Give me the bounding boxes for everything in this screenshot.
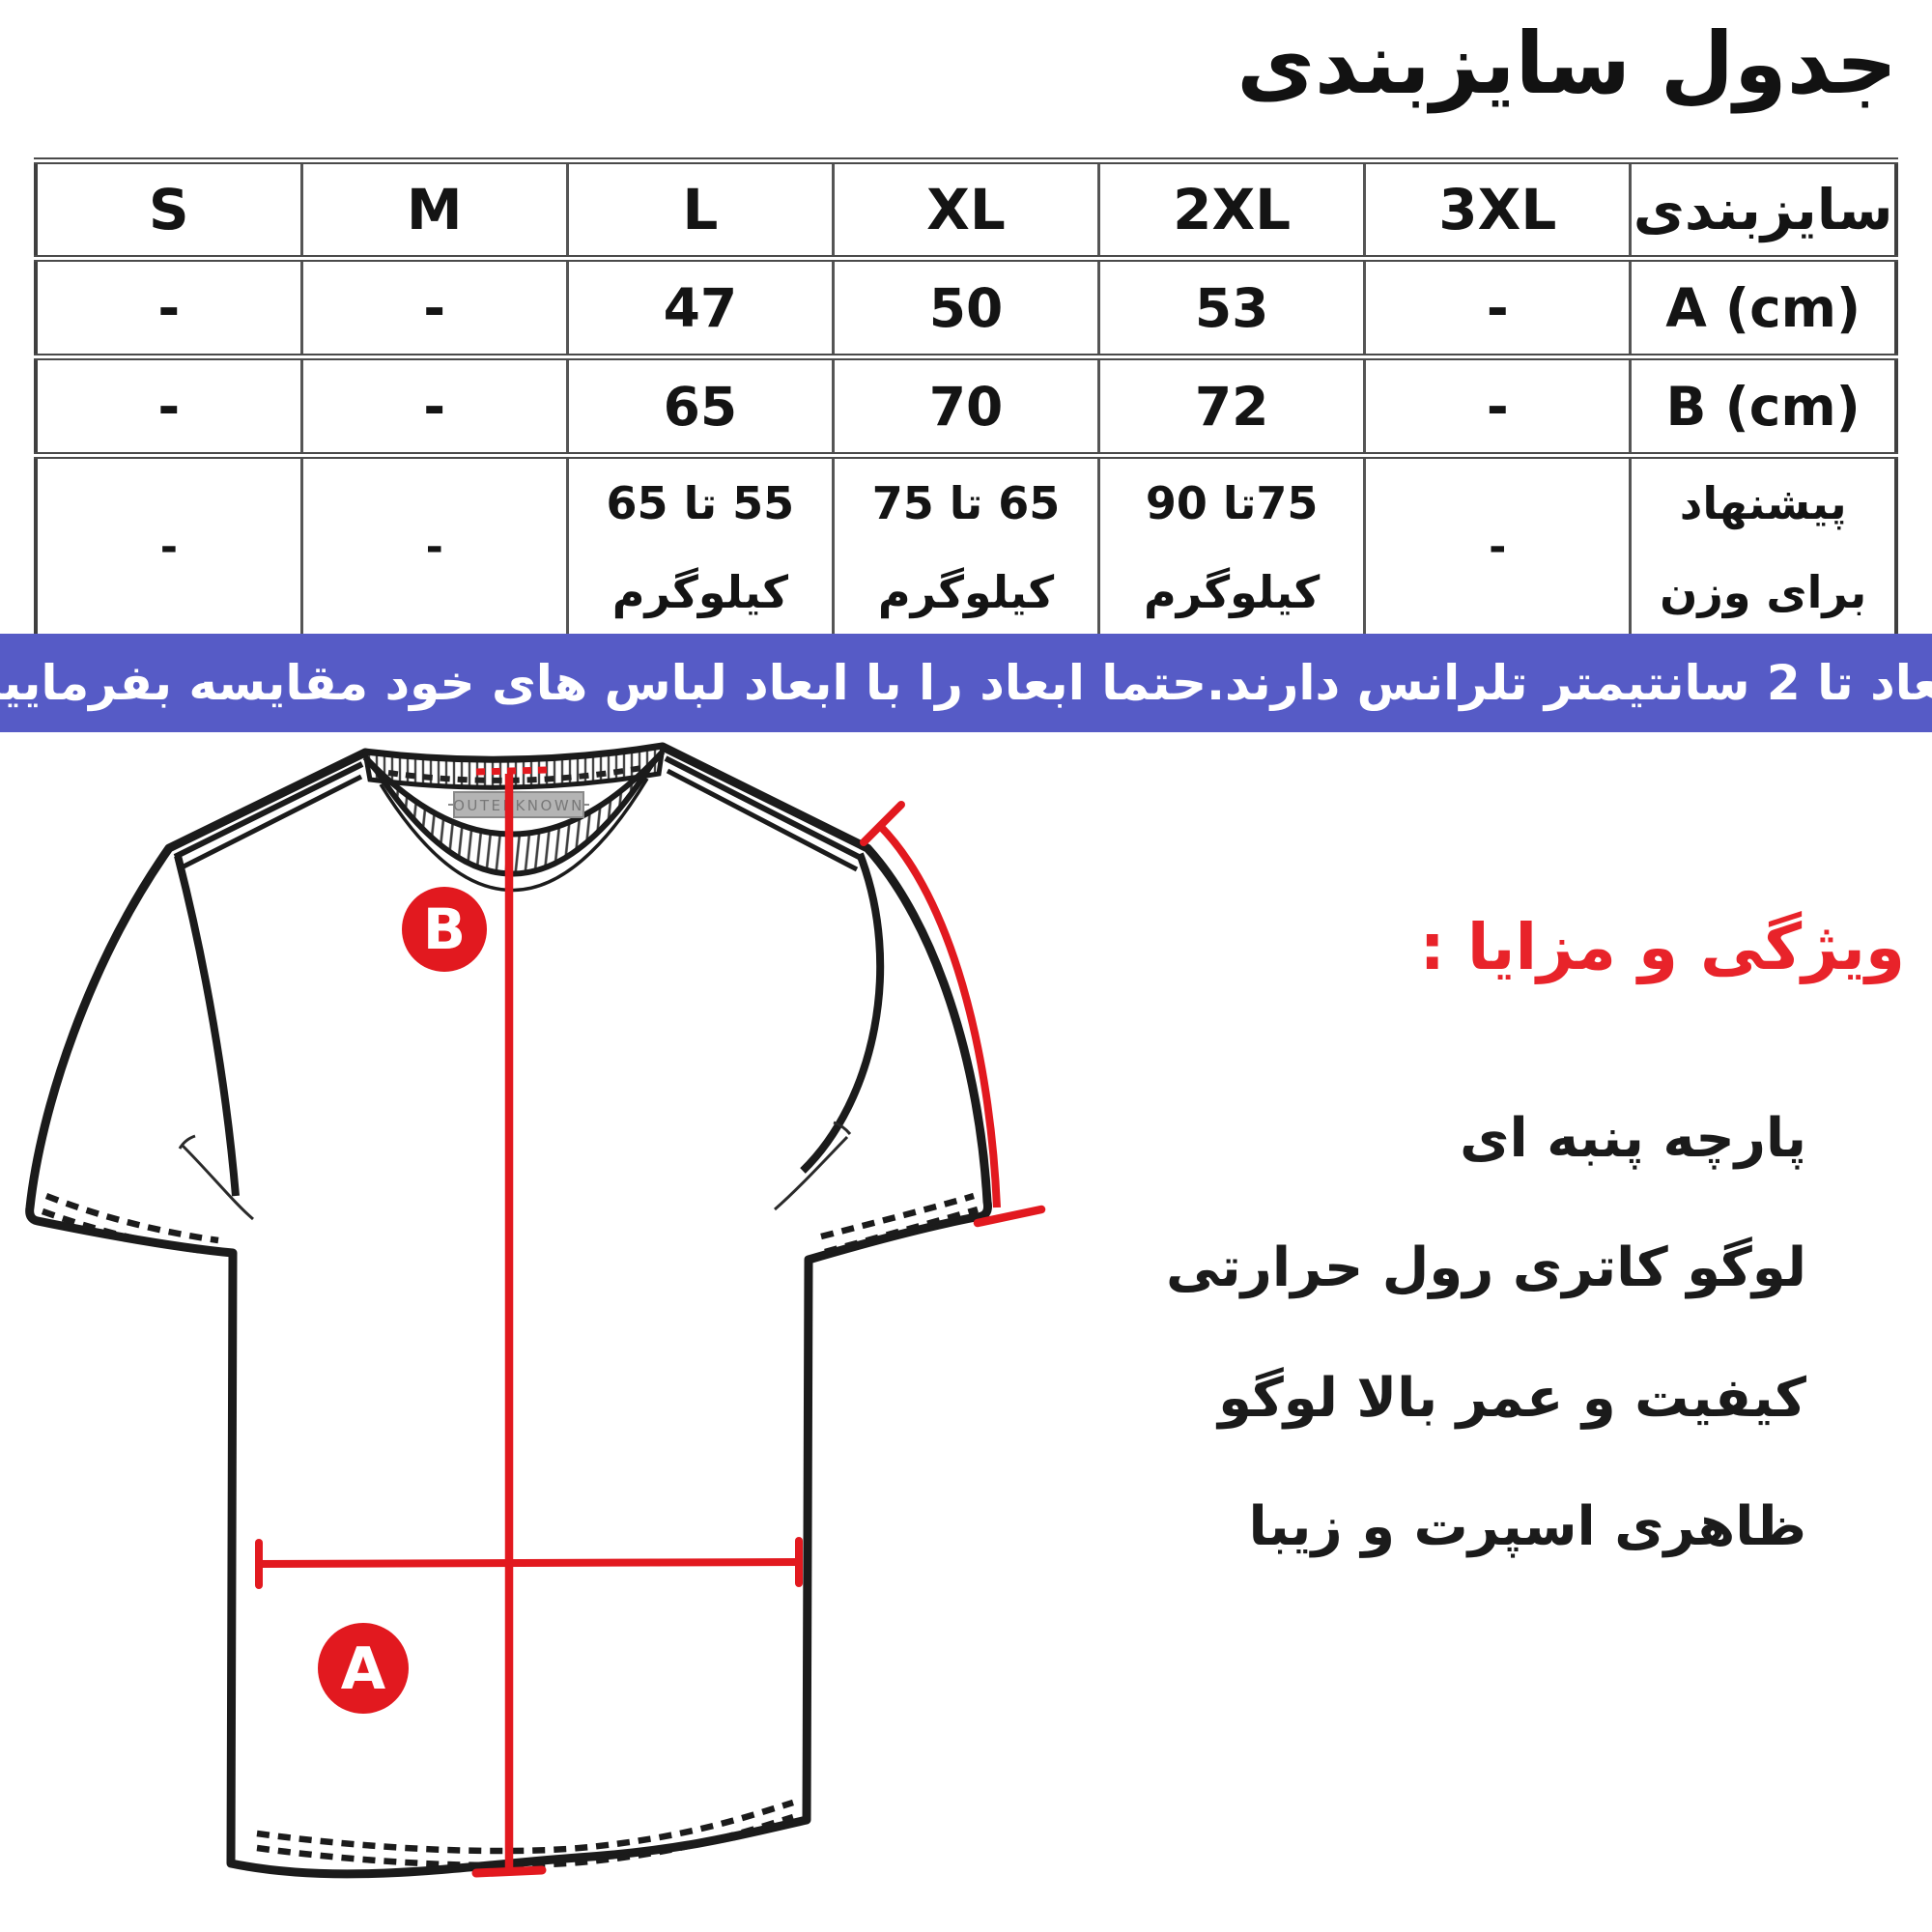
tolerance-banner: ابعاد تا 2 سانتیمتر تلرانس دارند.حتما اب… [0, 634, 1932, 732]
left-sleeve-stitch-2 [41, 1208, 206, 1255]
cell-b-m: - [299, 354, 569, 459]
measure-sleeve-top-tick [860, 801, 905, 846]
cell-a-xl: 50 [831, 255, 1101, 360]
cell-a-m: - [299, 255, 569, 360]
features-heading: ویژگی و مزایا : [1419, 910, 1905, 984]
collar-front-band [362, 749, 666, 877]
cell-w-3xl: - [1363, 452, 1633, 643]
cell-w-l: 55 تا 65 کیلوگرم [565, 452, 835, 643]
measure-a-letter: A [341, 1635, 386, 1703]
cell-a-s: - [34, 255, 303, 360]
header-sizing-label: سایزبندی [1629, 157, 1898, 262]
tolerance-banner-text: ابعاد تا 2 سانتیمتر تلرانس دارند.حتما اب… [0, 655, 1932, 711]
cell-a-2xl: 53 [1097, 255, 1367, 360]
feature-item-sporty: ظاهری اسپرت و زیبا [1248, 1495, 1806, 1558]
right-sleeve-stitch-1 [820, 1192, 975, 1240]
cell-w-xl: 65 تا 75 کیلوگرم [831, 452, 1101, 643]
page-title: جدول سایزبندی [1236, 14, 1898, 113]
row-label-weight: پیشنهاد برای وزن [1629, 452, 1898, 643]
cell-a-l: 47 [565, 255, 835, 360]
cell-b-s: - [34, 354, 303, 459]
header-size-3xl: 3XL [1363, 157, 1633, 262]
right-armhole-seam [800, 852, 885, 1174]
cell-a-3xl: - [1363, 255, 1633, 360]
cell-w-2xl: 75تا 90 کیلوگرم [1097, 452, 1367, 643]
tshirt-measurement-diagram: OUTERKNOWN B A [25, 742, 1046, 1879]
header-size-l: L [565, 157, 835, 262]
collar-brand-label-text: OUTERKNOWN [453, 797, 584, 814]
row-label-a: A (cm) [1629, 255, 1898, 360]
measure-b-badge [402, 887, 487, 972]
feature-item-cotton: پارچه پنبه ای [1460, 1107, 1806, 1170]
right-armpit-wrinkle [774, 1135, 849, 1211]
left-armpit-wrinkle [181, 1144, 254, 1221]
measure-a-badge [318, 1623, 409, 1714]
size-table: S M L XL 2XL 3XL سایزبندی - - 47 50 53 -… [34, 157, 1898, 643]
right-shoulder-seam-2 [666, 768, 859, 872]
right-sleeve-stitch-2 [824, 1206, 979, 1256]
cell-b-l: 65 [565, 354, 835, 459]
cell-b-xl: 70 [831, 354, 1101, 459]
size-table-header-row: S M L XL 2XL 3XL سایزبندی [34, 157, 1898, 262]
measure-a-line [258, 1558, 800, 1568]
cell-b-2xl: 72 [1097, 354, 1367, 459]
header-size-m: M [299, 157, 569, 262]
left-armhole-seam [174, 855, 240, 1197]
measure-b-letter: B [423, 896, 466, 962]
collar-back-stitch [387, 765, 642, 783]
header-size-2xl: 2XL [1097, 157, 1367, 262]
cell-w-s: - [34, 452, 303, 643]
row-label-b: B (cm) [1629, 354, 1898, 459]
left-sleeve-stitch-1 [44, 1192, 219, 1244]
right-armpit-wrinkle-2 [833, 1121, 852, 1135]
table-row-b: - - 65 70 72 - B (cm) [34, 354, 1898, 459]
measure-b-top-dashes [475, 766, 549, 776]
left-armpit-wrinkle-2 [178, 1134, 196, 1150]
left-shoulder-seam-2 [180, 774, 363, 870]
cell-b-3xl: - [1363, 354, 1633, 459]
measure-sleeve-curve [877, 823, 1001, 1208]
collar-inner-seam [379, 778, 649, 893]
feature-item-logo: لوگو کاتری رول حرارتی [1165, 1236, 1806, 1299]
header-size-s: S [34, 157, 303, 262]
cell-w-m: - [299, 452, 569, 643]
table-row-a: - - 47 50 53 - A (cm) [34, 255, 1898, 360]
right-shoulder-seam [664, 755, 865, 862]
measure-sleeve-bottom-tick [973, 1205, 1046, 1228]
table-row-weight: - - 55 تا 65 کیلوگرم 65 تا 75 کیلوگرم 75… [34, 452, 1898, 643]
left-shoulder-seam [173, 761, 364, 860]
measure-b-bottom-tick [471, 1865, 547, 1878]
header-size-xl: XL [831, 157, 1101, 262]
feature-item-quality: کیفیت و عمر بالا لوگو [1218, 1367, 1806, 1430]
collar-brand-label [453, 791, 584, 818]
